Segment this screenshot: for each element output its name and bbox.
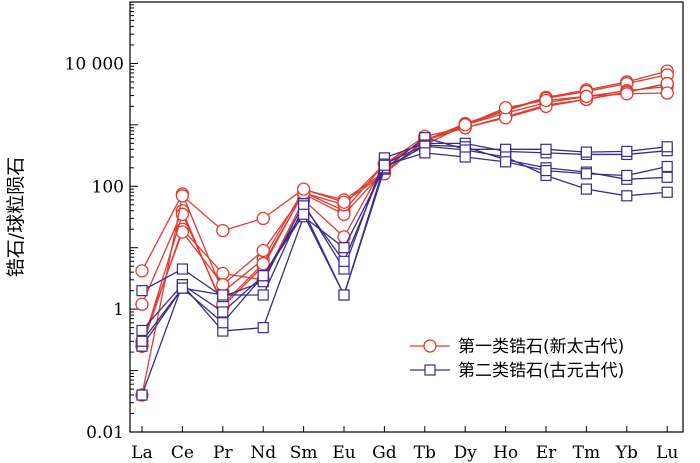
data-point-square (661, 171, 673, 183)
data-point-circle (458, 118, 472, 132)
y-tick-label: 10 000 (65, 54, 124, 74)
data-point-square (338, 242, 350, 254)
y-tick-label: 100 (92, 177, 124, 197)
series-layer (135, 64, 674, 402)
data-point-square (257, 289, 269, 301)
data-point-square (176, 282, 188, 294)
data-point-square (136, 285, 148, 297)
x-tick-label: Pr (213, 443, 233, 463)
x-tick-label: Tb (414, 443, 436, 463)
data-point-square (136, 324, 148, 337)
data-point-circle (296, 182, 311, 196)
series-line-2-5 (141, 152, 668, 342)
x-tick-label: Eu (332, 443, 355, 463)
x-tick-label: Yb (615, 443, 638, 463)
data-point-square (540, 165, 552, 177)
plot-frame (129, 1, 684, 433)
data-point-circle (660, 86, 674, 100)
data-point-square (661, 186, 673, 198)
data-point-circle (579, 89, 594, 104)
data-point-circle (135, 264, 149, 278)
data-point-circle (337, 230, 351, 244)
y-tick-label: 1 (113, 300, 124, 320)
data-point-square (419, 147, 431, 159)
data-point-circle (256, 257, 270, 271)
legend-label: 第二类锆石(古元古代) (458, 361, 624, 381)
data-point-square (621, 145, 633, 157)
series-line-2-4 (141, 145, 668, 396)
legend: 第一类锆石(新太古代) 第二类锆石(古元古代) (410, 337, 624, 381)
data-point-square (459, 151, 471, 163)
legend-marker-circle (423, 339, 437, 353)
data-point-square (257, 322, 269, 334)
data-point-square (621, 190, 633, 202)
data-point-circle (216, 223, 230, 238)
x-tick-label: Gd (372, 443, 397, 463)
data-point-square (621, 169, 633, 182)
data-point-circle (135, 297, 149, 311)
data-point-square (661, 160, 673, 173)
x-tick-label: Dy (454, 443, 478, 463)
legend-label: 第一类锆石(新太古代) (458, 337, 624, 357)
data-point-circle (175, 189, 190, 203)
x-tick-label: La (131, 443, 152, 463)
data-point-circle (337, 195, 351, 209)
data-point-circle (256, 211, 270, 226)
series-line-2-2 (141, 136, 668, 331)
x-tick-label: Ho (493, 443, 518, 463)
y-tick-label: 0.01 (86, 423, 124, 443)
x-tick-label: Lu (656, 443, 678, 463)
series-line-2-3 (141, 144, 668, 347)
data-point-circle (216, 278, 230, 292)
x-tick-label: Er (536, 443, 557, 463)
data-point-square (217, 289, 229, 301)
data-point-square (580, 146, 593, 158)
data-point-square (500, 156, 512, 168)
x-tick-label: Ce (171, 443, 194, 463)
data-point-square (257, 270, 269, 282)
x-tick-label: Sm (290, 443, 318, 463)
data-point-square (338, 255, 350, 267)
data-point-square (136, 335, 148, 347)
data-point-square (661, 141, 673, 153)
data-point-circle (256, 243, 270, 258)
axes: 0.01 1 100 10 000 La Ce Pr Nd Sm Eu Gd Tb Dy Ho Er Tm Yb… (5, 1, 684, 463)
data-point-square (136, 389, 148, 401)
data-point-square (580, 168, 593, 180)
data-point-square (298, 208, 310, 220)
series-line-2-1 (141, 142, 668, 298)
data-point-circle (498, 101, 513, 115)
data-point-circle (216, 266, 230, 281)
data-point-square (540, 143, 552, 155)
data-point-circle (539, 93, 553, 108)
data-point-square (176, 263, 188, 275)
data-point-circle (620, 87, 634, 101)
x-tick-label: Nd (250, 443, 276, 463)
data-point-square (217, 306, 229, 318)
x-tick-label: Tm (573, 443, 600, 463)
data-point-square (378, 159, 390, 171)
data-point-square (580, 183, 593, 195)
data-point-square (217, 317, 229, 329)
data-point-square (338, 289, 350, 301)
y-axis-label: 锆石/球粒陨石 (5, 157, 27, 277)
legend-marker-square (424, 364, 436, 376)
